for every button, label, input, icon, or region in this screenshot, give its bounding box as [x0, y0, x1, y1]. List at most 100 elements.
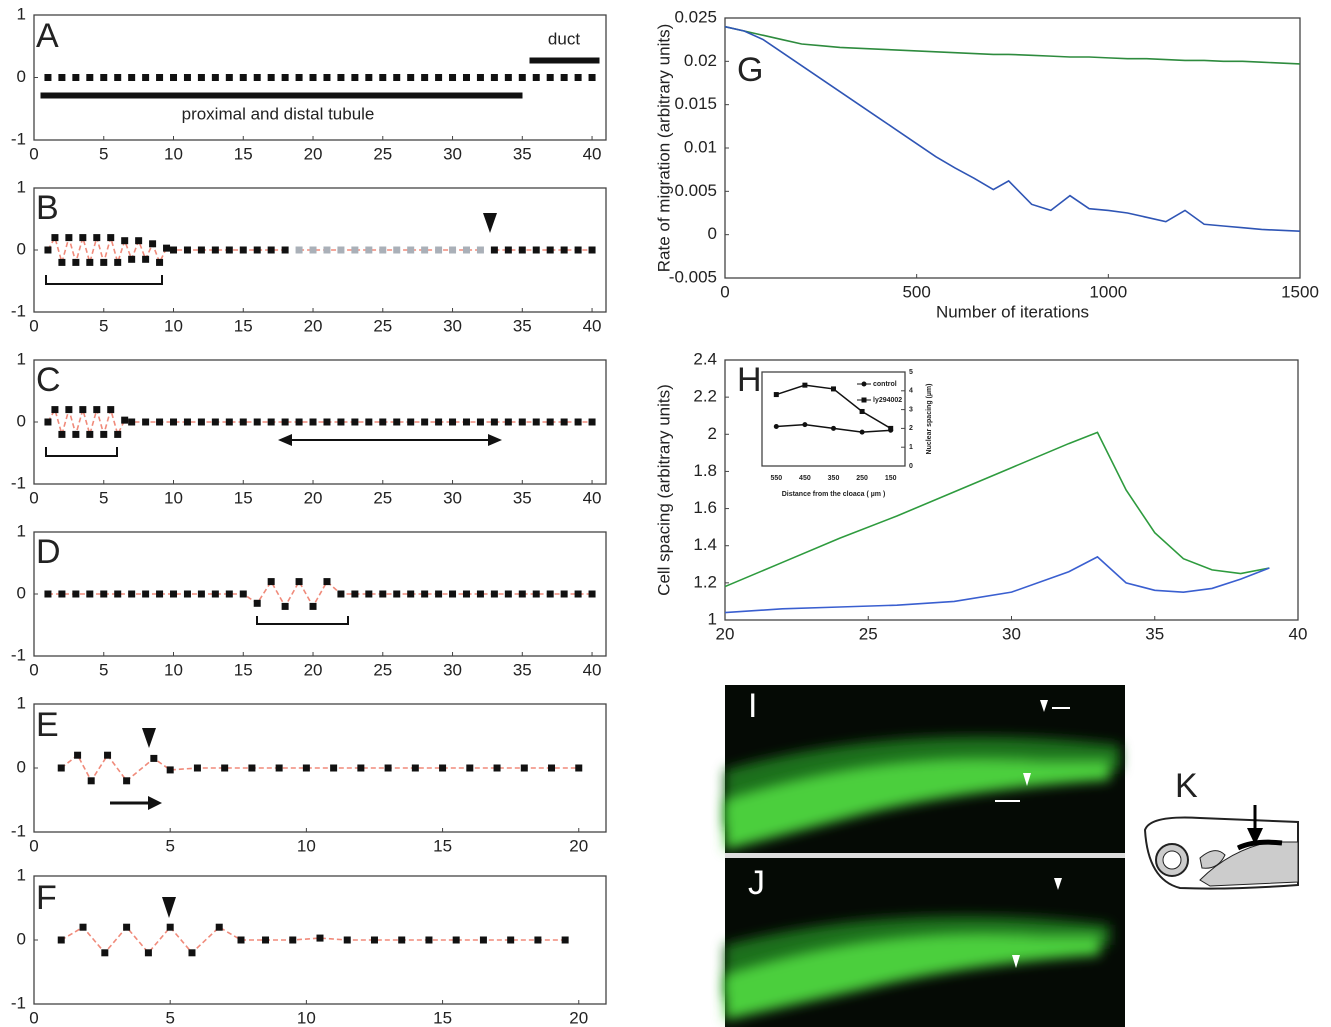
marker [163, 244, 171, 252]
x-tick-label: 30 [443, 660, 462, 679]
marker [393, 418, 401, 426]
marker [166, 766, 174, 774]
marker [476, 418, 484, 426]
bracket [256, 616, 349, 625]
marker [289, 936, 297, 944]
x-tick-label: 500 [902, 282, 930, 301]
marker [79, 923, 87, 931]
marker [170, 246, 178, 254]
panel-letter: F [36, 879, 57, 917]
marker [476, 74, 484, 81]
marker [560, 246, 568, 254]
marker [142, 74, 150, 81]
marker [518, 590, 526, 598]
marker [170, 590, 178, 598]
x-tick-label: 5 [99, 488, 108, 507]
marker [135, 237, 143, 245]
x-tick-label: 0 [29, 144, 38, 163]
marker [295, 74, 303, 81]
arrowhead [483, 213, 497, 233]
marker [114, 430, 122, 438]
y-tick-label: 1 [17, 865, 26, 884]
marker [281, 246, 289, 254]
marker [123, 777, 131, 785]
x-tick-label: 0 [29, 660, 38, 679]
marker [343, 936, 351, 944]
marker [149, 240, 157, 248]
marker [479, 936, 487, 944]
y-tick-label: 0.02 [684, 51, 717, 70]
marker [114, 74, 122, 81]
x-tick-label: 30 [1002, 624, 1021, 643]
series-line [47, 406, 593, 438]
y-tick-label: 0.025 [674, 7, 717, 26]
marker [58, 590, 66, 598]
marker [253, 418, 261, 426]
x-tick-label: 40 [583, 144, 602, 163]
marker [183, 74, 191, 81]
x-tick-label: 5 [99, 144, 108, 163]
marker [532, 590, 540, 598]
marker [281, 602, 289, 610]
y-tick-label: -1 [11, 821, 26, 840]
marker [466, 764, 474, 772]
marker [393, 74, 401, 81]
marker [121, 416, 129, 424]
marker [425, 936, 433, 944]
x-tick-label: 25 [373, 660, 392, 679]
x-tick-label: 1500 [1281, 282, 1319, 301]
arrowhead [142, 728, 156, 748]
y-tick-label: 0.01 [684, 137, 717, 156]
marker [490, 74, 498, 81]
marker [72, 590, 80, 598]
y-tick-label: 5 [909, 369, 913, 376]
marker [183, 590, 191, 598]
plot-frame [33, 703, 607, 833]
y-tick-label: 2 [909, 425, 913, 432]
x-tick-label: 1000 [1089, 282, 1127, 301]
marker [101, 949, 109, 957]
marker [504, 590, 512, 598]
marker [239, 74, 247, 81]
y-tick-label: 0 [708, 224, 717, 243]
marker [534, 936, 542, 944]
marker [476, 590, 484, 598]
arrowhead [488, 434, 502, 446]
y-tick-label: 1 [17, 349, 26, 368]
marker [183, 246, 191, 254]
bracket [45, 275, 163, 285]
x-tick-label: 20 [569, 1008, 588, 1027]
series-line [776, 384, 892, 430]
marker [323, 418, 331, 426]
marker [490, 246, 498, 254]
marker [518, 418, 526, 426]
marker [225, 74, 233, 81]
marker [193, 764, 201, 772]
marker [267, 578, 275, 586]
marker [262, 936, 270, 944]
marker [58, 74, 66, 81]
marker [51, 406, 59, 414]
marker [309, 602, 317, 610]
plot-frame [761, 371, 906, 467]
marker [435, 590, 443, 598]
x-tick-label: 150 [885, 475, 897, 482]
duct-bar [529, 57, 600, 64]
x-tick-label: 35 [1145, 624, 1164, 643]
x-tick-label: 550 [770, 475, 782, 482]
x-tick-label: 0 [29, 1008, 38, 1027]
y-axis-label: Cell spacing (arbitrary units) [654, 384, 673, 596]
marker [351, 590, 359, 598]
y-axis-label: Rate of migration (arbitrary units) [654, 24, 673, 272]
marker [365, 418, 373, 426]
marker [384, 764, 392, 772]
x-tick-label: 10 [297, 836, 316, 855]
x-tick-label: 40 [1289, 624, 1308, 643]
panel-letter: D [36, 533, 61, 571]
marker [421, 418, 429, 426]
x-axis-label: Distance from the cloaca ( µm ) [782, 491, 886, 498]
y-tick-label: 0.005 [674, 181, 717, 200]
x-tick-label: 20 [304, 316, 323, 335]
marker [156, 258, 164, 266]
marker [588, 418, 596, 426]
